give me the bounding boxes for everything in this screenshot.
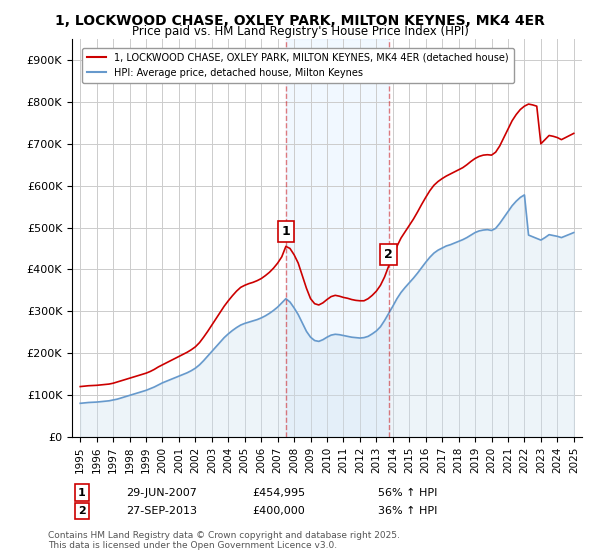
Text: 27-SEP-2013: 27-SEP-2013	[126, 506, 197, 516]
Legend: 1, LOCKWOOD CHASE, OXLEY PARK, MILTON KEYNES, MK4 4ER (detached house), HPI: Ave: 1, LOCKWOOD CHASE, OXLEY PARK, MILTON KE…	[82, 48, 514, 83]
Text: 2: 2	[78, 506, 86, 516]
Bar	[286, 39, 389, 437]
Text: Price paid vs. HM Land Registry's House Price Index (HPI): Price paid vs. HM Land Registry's House …	[131, 25, 469, 38]
Text: 29-JUN-2007: 29-JUN-2007	[126, 488, 197, 498]
Text: 56% ↑ HPI: 56% ↑ HPI	[378, 488, 437, 498]
Text: 2: 2	[384, 248, 393, 261]
Text: £400,000: £400,000	[252, 506, 305, 516]
Text: 36% ↑ HPI: 36% ↑ HPI	[378, 506, 437, 516]
Text: 1: 1	[78, 488, 86, 498]
Text: 1, LOCKWOOD CHASE, OXLEY PARK, MILTON KEYNES, MK4 4ER: 1, LOCKWOOD CHASE, OXLEY PARK, MILTON KE…	[55, 14, 545, 28]
Text: Contains HM Land Registry data © Crown copyright and database right 2025.
This d: Contains HM Land Registry data © Crown c…	[48, 530, 400, 550]
Text: £454,995: £454,995	[252, 488, 305, 498]
Text: 1: 1	[281, 225, 290, 238]
